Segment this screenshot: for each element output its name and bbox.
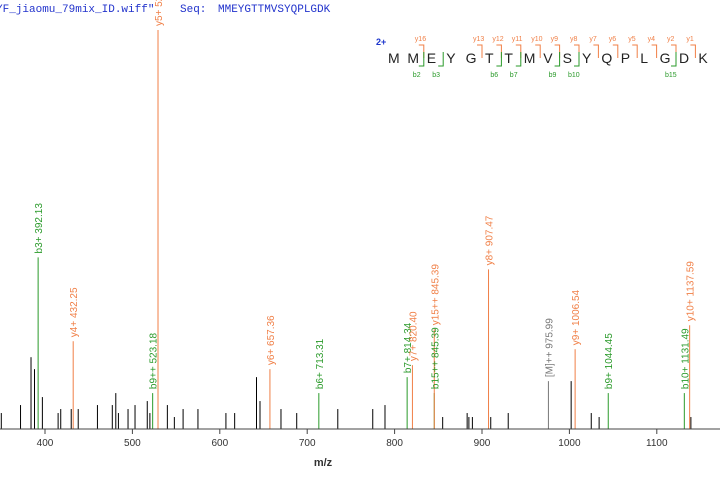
sequence-label: Seq: bbox=[180, 4, 207, 16]
sequence-residue: M bbox=[524, 50, 536, 66]
y-fragment-marker bbox=[671, 44, 677, 58]
x-tick-label: 700 bbox=[299, 438, 316, 449]
spectrum-header: YF_jiaomu_79mix_ID.wiff" Seq: MMEYGTTMVS… bbox=[0, 4, 720, 20]
sequence-residue: M bbox=[407, 50, 419, 66]
file-name: YF_jiaomu_79mix_ID.wiff" bbox=[0, 4, 155, 16]
b-fragment-marker bbox=[418, 52, 425, 67]
peak-labels-layer: b3+ 392.13 y4+ 432.25 b9++ 523.18 y5+ 529.3… bbox=[34, 0, 697, 389]
peak-label: b7+ 814.34 bbox=[403, 322, 414, 373]
b-fragment-label: b7 bbox=[510, 72, 518, 79]
peak-label: b3+ 392.13 bbox=[34, 203, 45, 254]
y-fragment-label: y13 bbox=[473, 36, 484, 43]
sequence-residue: Y bbox=[582, 50, 592, 66]
x-tick-label: 1000 bbox=[558, 438, 581, 449]
y-fragment-marker bbox=[612, 44, 619, 58]
sequence-residue: G bbox=[466, 50, 477, 66]
y-fragment-marker bbox=[477, 44, 483, 58]
peak-label: b9++ 523.18 bbox=[149, 332, 160, 389]
sequence-residue: D bbox=[679, 50, 689, 66]
sequence-residue: T bbox=[504, 50, 513, 66]
peak-label: y4+ 432.25 bbox=[69, 287, 80, 337]
y-fragment-marker bbox=[632, 44, 638, 58]
x-tick-label: 800 bbox=[386, 438, 403, 449]
b-fragment-marker bbox=[671, 52, 677, 67]
sequence-residue: E bbox=[427, 50, 436, 66]
peak-label: y7+ 820.40 bbox=[408, 311, 419, 361]
peak-label: b10+ 1131.49 bbox=[680, 328, 691, 389]
y-fragment-label: y2 bbox=[667, 36, 675, 43]
sequence-residue: Q bbox=[601, 50, 612, 66]
sequence-residue: M bbox=[388, 50, 400, 66]
y-fragment-label: y16 bbox=[415, 36, 426, 43]
sequence-residue: T bbox=[485, 50, 494, 66]
b-fragment-marker bbox=[515, 52, 522, 67]
y-fragment-label: y1 bbox=[686, 36, 694, 43]
sequence-residue: G bbox=[660, 50, 671, 66]
b-fragment-marker bbox=[574, 52, 580, 67]
y-fragment-label: y7 bbox=[589, 36, 597, 43]
b-fragment-marker bbox=[554, 52, 561, 67]
sequence-residue: K bbox=[698, 50, 708, 66]
sequence-residue: L bbox=[640, 50, 648, 66]
peak-label: y10+ 1137.59 bbox=[686, 261, 697, 322]
x-tick-label: 500 bbox=[124, 438, 141, 449]
b-fragment-label: b10 bbox=[568, 72, 580, 79]
peak-label: y5+ 529.30 bbox=[154, 0, 165, 26]
charge-state: 2+ bbox=[376, 37, 386, 47]
y-fragment-label: y4 bbox=[648, 36, 656, 43]
y-fragment-marker bbox=[574, 44, 580, 58]
y-fragment-label: y12 bbox=[492, 36, 503, 43]
peak-label: b15++ 845.39 bbox=[430, 327, 441, 389]
peak-label: y8+ 907.47 bbox=[485, 215, 496, 265]
y-fragment-marker bbox=[515, 44, 522, 58]
y-fragment-marker bbox=[593, 44, 599, 58]
x-tick-label: 400 bbox=[37, 438, 54, 449]
sequence-residue: P bbox=[621, 50, 630, 66]
peak-label: b6+ 713.31 bbox=[315, 338, 326, 389]
y-fragment-marker bbox=[554, 44, 561, 58]
y-fragment-label: y10 bbox=[531, 36, 542, 43]
b-fragment-label: b3 bbox=[432, 72, 440, 79]
y-fragment-marker bbox=[651, 44, 658, 58]
y-fragment-label: y9 bbox=[551, 36, 559, 43]
y-fragment-label: y8 bbox=[570, 36, 578, 43]
x-tick-label: 1100 bbox=[646, 438, 668, 449]
y-fragment-label: y6 bbox=[609, 36, 617, 43]
x-axis-label: m/z bbox=[314, 457, 333, 469]
x-tick-label: 600 bbox=[211, 438, 228, 449]
b-fragment-label: b15 bbox=[665, 72, 677, 79]
peak-label: b9+ 1044.45 bbox=[604, 333, 615, 389]
x-tick-label: 900 bbox=[474, 438, 491, 449]
peak-label: [M]++ 975.99 bbox=[544, 318, 555, 377]
b-fragment-marker bbox=[438, 52, 444, 67]
b-fragment-label: b9 bbox=[549, 72, 557, 79]
y-fragment-label: y11 bbox=[512, 36, 523, 43]
peaks-layer bbox=[0, 30, 692, 429]
x-ticks: 400 500 600 700 800 900 1000 1100 bbox=[37, 429, 668, 449]
y-fragment-marker bbox=[690, 44, 696, 58]
sequence-residue: V bbox=[543, 50, 553, 66]
y-fragment-marker bbox=[418, 44, 425, 58]
b-fragment-label: b2 bbox=[413, 72, 421, 79]
sequence-value: MMEYGTTMVSYQPLGDK bbox=[218, 4, 331, 16]
b-fragment-label: b6 bbox=[490, 72, 498, 79]
peak-label: y15++ 845.39 bbox=[430, 264, 441, 326]
peak-label: y9+ 1006.54 bbox=[571, 289, 582, 345]
b-fragment-marker bbox=[496, 52, 502, 67]
y-fragment-marker bbox=[496, 44, 502, 58]
y-fragment-marker bbox=[535, 44, 541, 58]
peak-label: y6+ 657.36 bbox=[266, 315, 277, 365]
y-fragment-label: y5 bbox=[628, 36, 636, 43]
sequence-residue: Y bbox=[446, 50, 456, 66]
sequence-residue: S bbox=[563, 50, 572, 66]
